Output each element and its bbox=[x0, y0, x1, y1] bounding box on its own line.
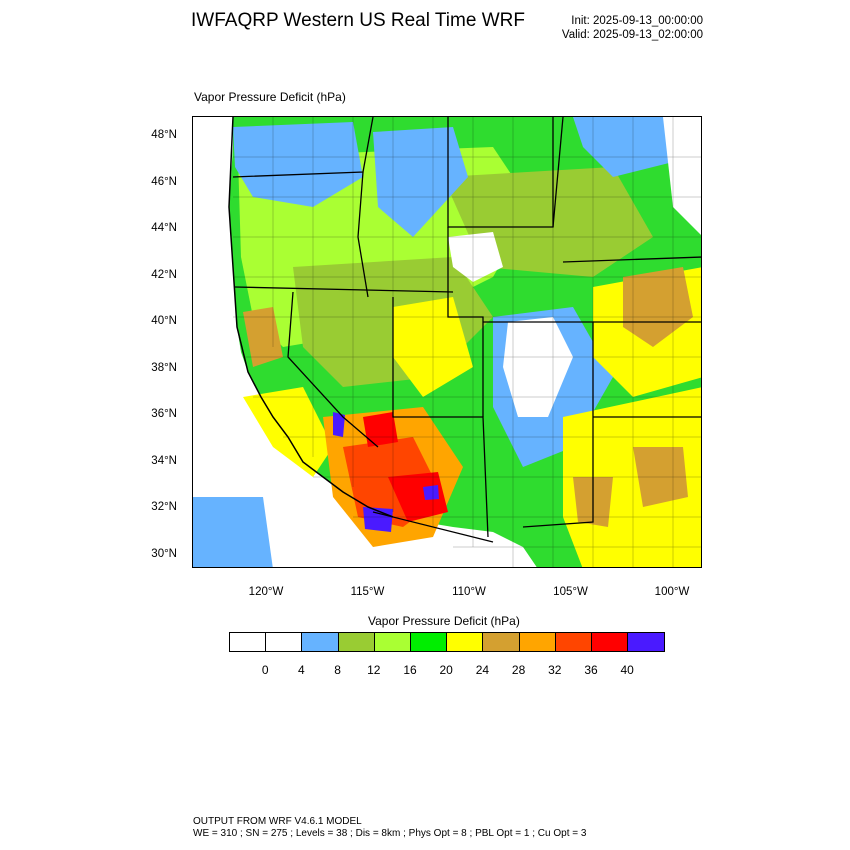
map-canvas bbox=[193, 117, 701, 567]
latitude-label: 32°N bbox=[151, 501, 177, 513]
blue-zone-sw-ocean bbox=[193, 497, 273, 567]
latitude-label: 48°N bbox=[151, 129, 177, 141]
colorbar-label: 4 bbox=[298, 663, 305, 677]
init-time: Init: 2025-09-13_00:00:00 bbox=[571, 15, 703, 27]
yellow-zone-ca bbox=[243, 387, 333, 477]
purple-zone-colorado-river bbox=[333, 412, 345, 437]
colorbar-swatch bbox=[302, 633, 339, 651]
run-time-info: Init: 2025-09-13_00:00:00 Valid: 2025-09… bbox=[562, 14, 703, 42]
colorbar-swatch bbox=[410, 633, 448, 651]
longitude-label: 105°W bbox=[553, 586, 588, 598]
colorbar-label: 12 bbox=[367, 663, 381, 677]
white-zone-east bbox=[663, 117, 701, 235]
footer-settings-line: WE = 310 ; SN = 275 ; Levels = 38 ; Dis … bbox=[193, 828, 587, 839]
blue-zone-nw bbox=[233, 122, 363, 207]
panel-title: Vapor Pressure Deficit (hPa) bbox=[194, 90, 346, 104]
latitude-label: 44°N bbox=[151, 222, 177, 234]
purple-zone-az bbox=[423, 485, 439, 500]
valid-time: Valid: 2025-09-13_02:00:00 bbox=[561, 29, 703, 41]
colorbar-swatch bbox=[519, 633, 556, 651]
vpd-map bbox=[192, 116, 702, 568]
colorbar-label: 0 bbox=[261, 663, 269, 677]
blue-zone-north bbox=[373, 127, 468, 237]
footer-model-line: OUTPUT FROM WRF V4.6.1 MODEL bbox=[193, 816, 362, 827]
colorbar-label: 24 bbox=[475, 663, 490, 677]
longitude-label: 120°W bbox=[248, 586, 284, 598]
colorbar-label: 16 bbox=[403, 663, 417, 677]
colorbar-swatch bbox=[483, 633, 520, 651]
colorbar-swatch bbox=[230, 633, 267, 651]
colorbar-swatch bbox=[447, 633, 484, 651]
latitude-label: 42°N bbox=[151, 268, 177, 281]
colorbar-label: 32 bbox=[548, 663, 562, 677]
latitude-label: 34°N bbox=[151, 454, 177, 467]
latitude-label: 30°N bbox=[151, 547, 177, 560]
colorbar-label: 36 bbox=[584, 663, 598, 677]
longitude-label: 110°W bbox=[452, 586, 486, 598]
red-zone-nv bbox=[363, 412, 398, 447]
tan-zone-ks bbox=[623, 267, 693, 347]
colorbar-swatch bbox=[374, 633, 411, 651]
colorbar-label: 40 bbox=[620, 663, 634, 677]
colorbar-swatch bbox=[628, 633, 665, 651]
colorbar-swatch bbox=[266, 633, 303, 651]
colorbar-label: 8 bbox=[334, 663, 341, 677]
colorbar-swatch bbox=[338, 633, 375, 651]
model-footer: OUTPUT FROM WRF V4.6.1 MODEL WE = 310 ; … bbox=[193, 816, 586, 840]
state-boundaries bbox=[232, 117, 701, 543]
white-zone-wy bbox=[448, 232, 503, 282]
page-title: IWFAQRP Western US Real Time WRF bbox=[191, 10, 525, 31]
latitude-label: 46°N bbox=[151, 175, 177, 188]
latitude-label: 38°N bbox=[151, 361, 177, 374]
colorbar bbox=[229, 632, 666, 652]
coastline bbox=[228, 117, 394, 518]
colorbar-swatch bbox=[591, 633, 629, 651]
longitude-label: 115°W bbox=[350, 586, 385, 598]
colorbar-label: 20 bbox=[439, 663, 453, 677]
latitude-label: 40°N bbox=[151, 315, 177, 327]
latitude-label: 36°N bbox=[151, 408, 177, 420]
colorbar-swatch bbox=[555, 633, 592, 651]
longitude-label: 100°W bbox=[654, 586, 690, 598]
colorbar-title: Vapor Pressure Deficit (hPa) bbox=[368, 614, 520, 628]
colorbar-label: 28 bbox=[511, 663, 526, 677]
white-zone-co bbox=[503, 317, 573, 417]
